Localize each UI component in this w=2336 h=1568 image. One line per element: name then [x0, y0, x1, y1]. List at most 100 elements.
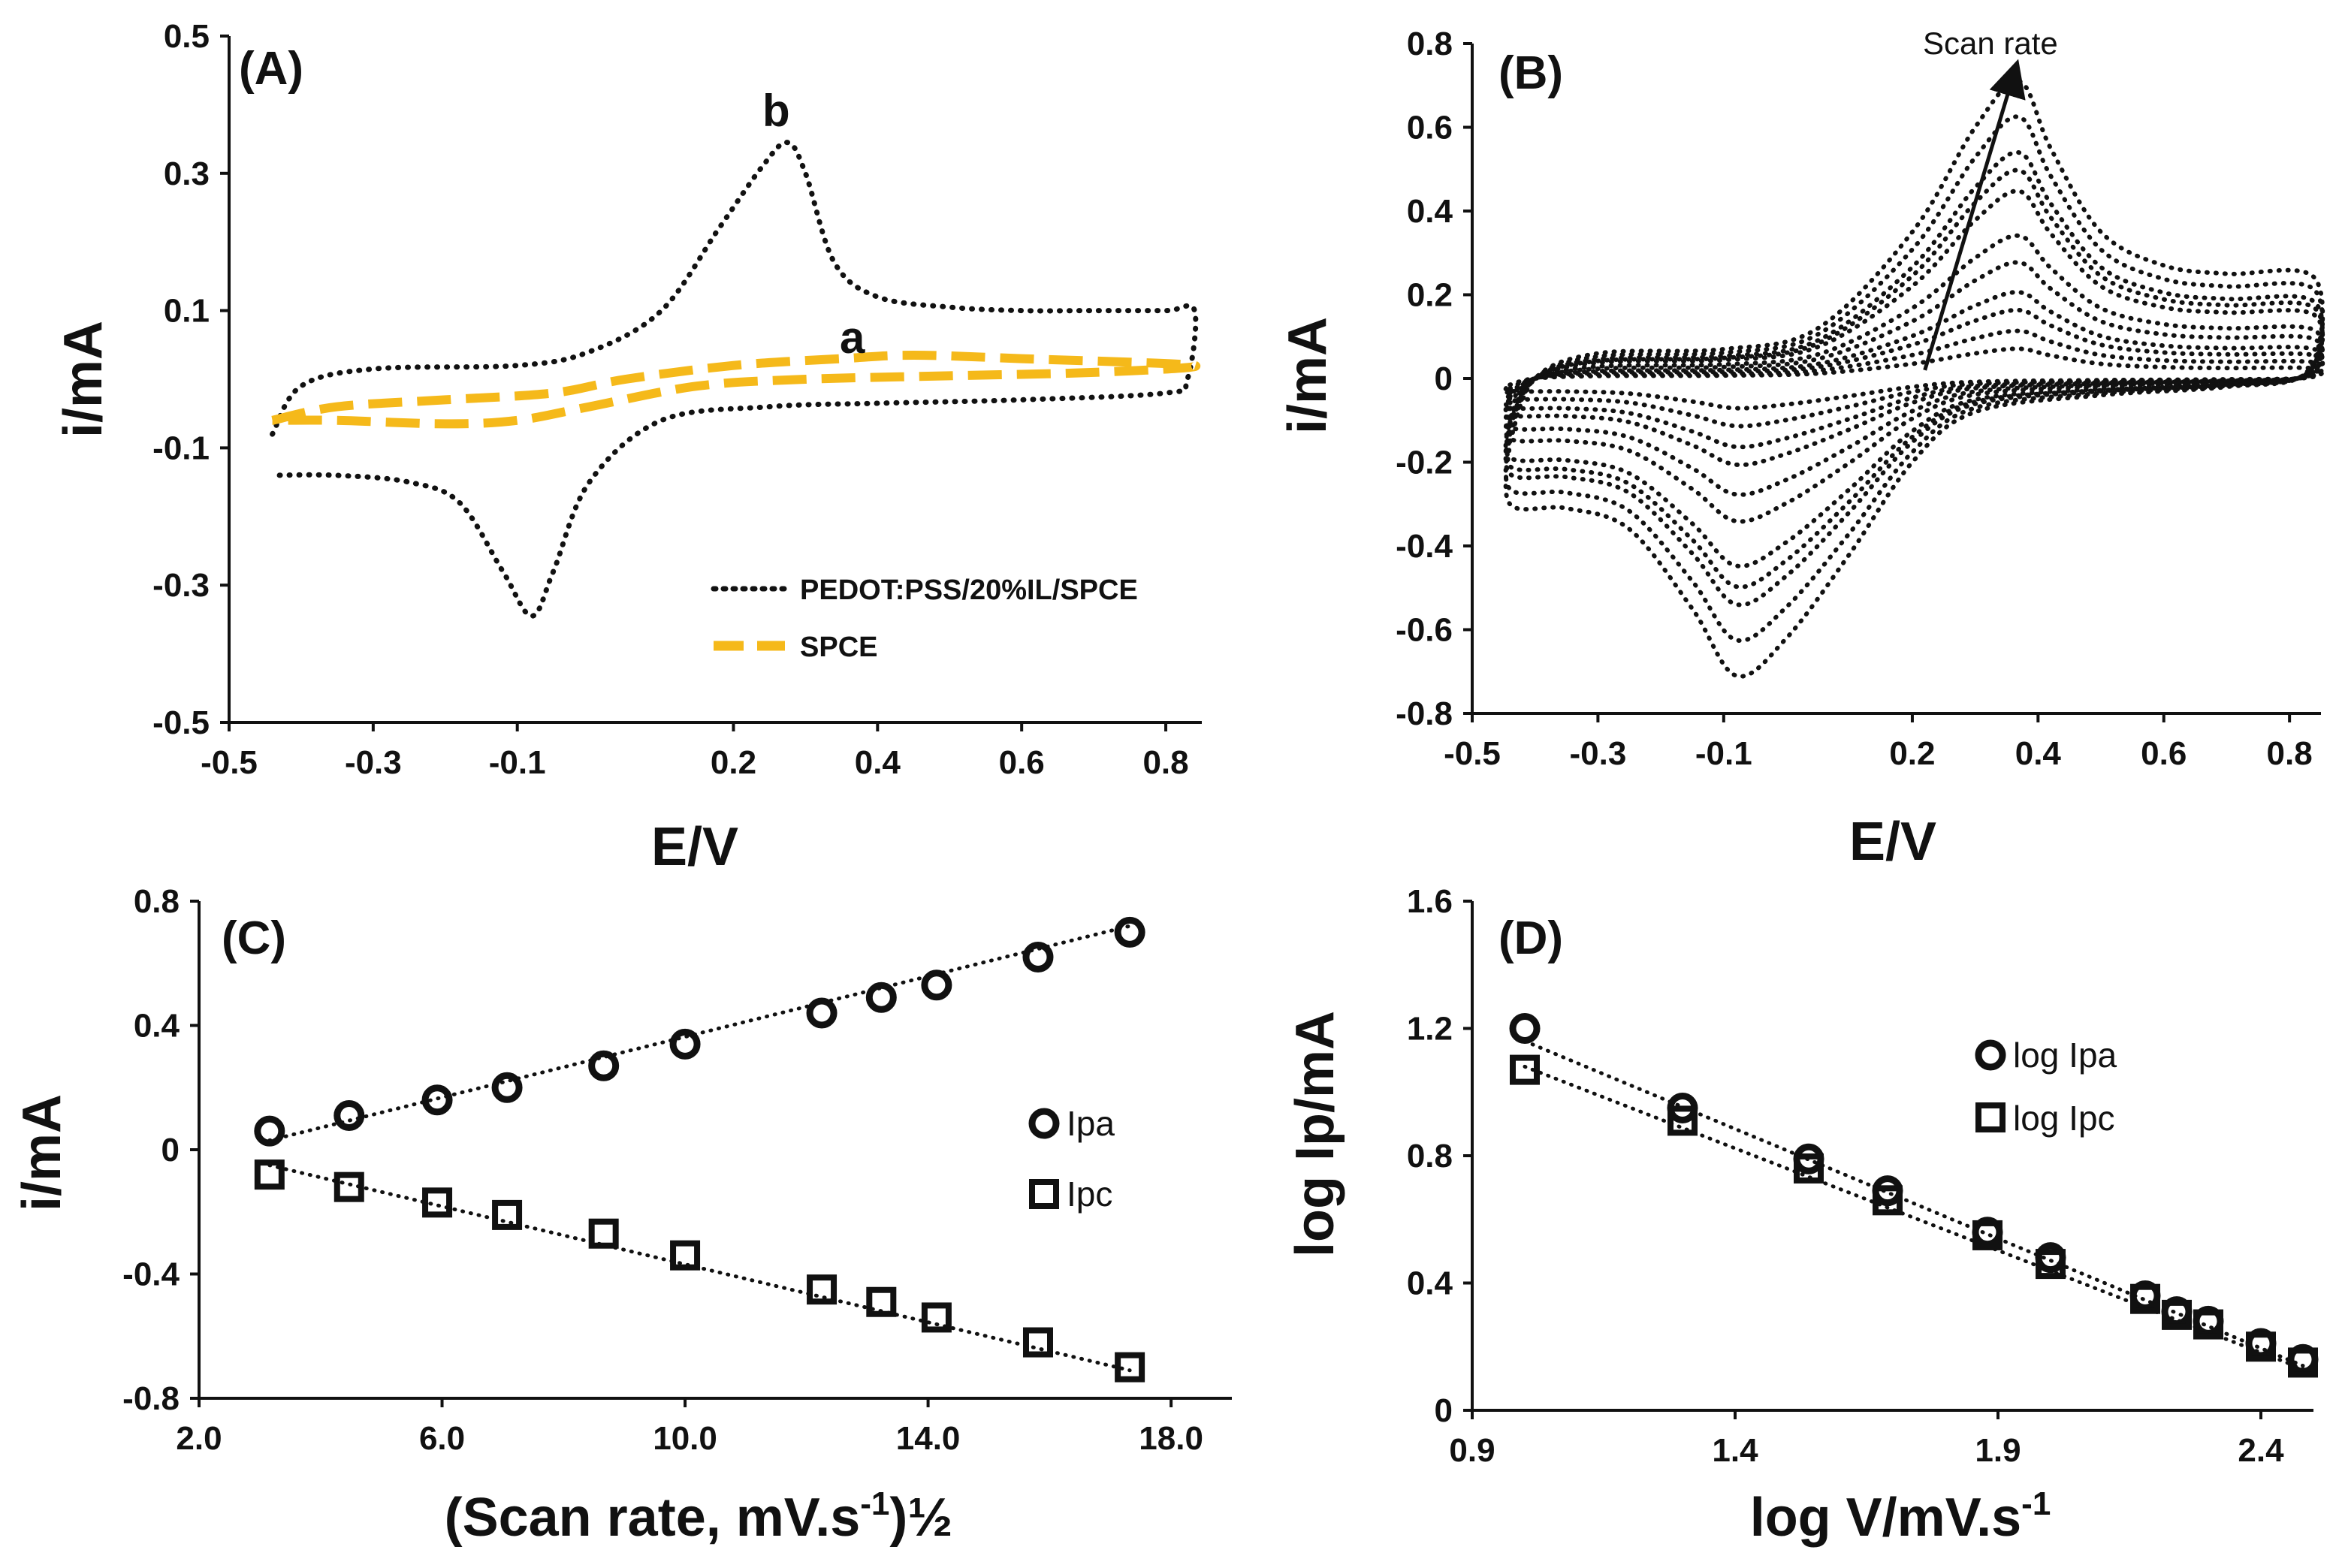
data-point-log-ipc [2193, 1309, 2223, 1340]
panel-d-x-label: log V/mV.s-1 [1750, 1485, 2051, 1548]
panel-c-label: (C) [222, 912, 286, 964]
panel-c-x-tick-label: 6.0 [419, 1420, 465, 1457]
data-point-ipc [492, 1199, 523, 1230]
data-point-ipa [491, 1072, 523, 1103]
panel-c-y-tick-label: -0.8 [122, 1380, 180, 1417]
data-point-log-ipc [1667, 1105, 1698, 1136]
scan-rate-arrow [1923, 59, 2026, 371]
panel-a-x-tick-label: -0.3 [345, 744, 402, 781]
data-point-ipa [865, 982, 897, 1013]
cv-curve-scan-6 [1503, 233, 2325, 524]
cv-curve-spce [271, 350, 1201, 429]
panel-b-x-tick-label: 0.6 [2141, 735, 2187, 772]
data-point-ipa [254, 1115, 285, 1147]
data-point-ipc [921, 1302, 952, 1333]
panel-b-y-tick-label: -0.4 [1396, 528, 1453, 565]
panel-b-x-tick-label: 0.2 [1889, 735, 1935, 772]
panel-c-y-tick-label: 0.8 [134, 883, 180, 920]
panel-b-y-tick-label: -0.2 [1396, 445, 1453, 481]
data-point-log-ipc [2246, 1331, 2276, 1362]
panel-c-x-tick-label: 2.0 [176, 1420, 222, 1457]
fit-line-log-ipa [1523, 1039, 2305, 1368]
panel-b-y-tick-label: 0.8 [1407, 26, 1453, 62]
data-point-ipc [670, 1240, 701, 1271]
panel-a-x-tick-label: 0.8 [1142, 744, 1188, 781]
panel-b-y-tick-label: 0.2 [1407, 277, 1453, 314]
panel-a-y-tick-label: 0.3 [164, 155, 210, 192]
data-point-ipc [1115, 1352, 1145, 1383]
data-point-ipc [254, 1159, 285, 1190]
data-point-ipa [921, 969, 952, 1001]
panel-b-x-tick-label: -0.5 [1444, 735, 1501, 772]
panel-c-x-label: (Scan rate, mV.s-1)½ [445, 1485, 953, 1548]
panel-d-label: (D) [1498, 912, 1563, 964]
data-point-log-ipc [1794, 1153, 1824, 1184]
panel-a-label: (A) [239, 43, 303, 95]
panel-a-y-tick-label: -0.1 [152, 430, 210, 466]
panel-c-y-label: i/mA [12, 1094, 72, 1211]
cv-curve-pedot-pss-20-il-spce [270, 140, 1199, 619]
data-point-log-ipa [1509, 1013, 1541, 1044]
cv-curve-scan-4 [1503, 290, 2325, 468]
legend-entry-pedot: PEDOT:PSS/20%IL/SPCE [800, 574, 1138, 606]
panel-d-x-label-main: log V/mV.s [1750, 1488, 2021, 1548]
panel-b-label: (B) [1498, 47, 1563, 99]
panel-a-x-tick-label: -0.5 [201, 744, 258, 781]
panel-b-x-label: E/V [1849, 812, 1936, 872]
cv-curve-scan-3 [1503, 307, 2325, 450]
panel-b-y-tick-label: 0.6 [1407, 110, 1453, 146]
data-point-ipc [422, 1187, 453, 1218]
panel-b-y-tick-label: -0.8 [1396, 695, 1453, 732]
panel-a-y-tick-label: 0.1 [164, 293, 210, 330]
panel-b-x-tick-label: -0.3 [1569, 735, 1626, 772]
panel-c-x-label-main: (Scan rate, mV.s [445, 1488, 861, 1548]
panel-b-x-tick-label: 0.4 [2015, 735, 2062, 772]
panel-c-y-tick-label: 0 [161, 1132, 180, 1168]
data-point-ipa [1114, 916, 1145, 948]
panel-a-y-tick-label: 0.5 [164, 18, 210, 55]
panel-d-y-tick-label: 0 [1435, 1392, 1453, 1429]
panel-d-legend: log Ipa log Ipc [1975, 1036, 2117, 1138]
panel-b-y-tick-label: 0 [1435, 360, 1453, 397]
curve-label-a: a [840, 312, 865, 363]
panel-c-x-tick-label: 18.0 [1139, 1420, 1203, 1457]
data-point-ipa [421, 1084, 453, 1116]
panel-d-y-tick-label: 0.8 [1407, 1138, 1453, 1174]
panel-d: 0 0.4 0.8 1.2 1.6 0.9 1.4 1.9 2.4 (D) log Ipa l… [1285, 883, 2319, 1548]
panel-a-x-tick-label: 0.6 [999, 744, 1045, 781]
data-point-log-ipc [1972, 1220, 2003, 1250]
panel-c-y-tick-label: 0.4 [134, 1008, 180, 1045]
data-point-log-ipc [2036, 1249, 2066, 1280]
data-point-log-ipc [1873, 1185, 1903, 1216]
panel-b: -0.8 -0.6 -0.4 -0.2 0 0.2 0.4 0.6 0.8 -0.5 -0.3 -0… [1278, 26, 2325, 872]
panel-c: -0.8 -0.4 0 0.4 0.8 2.0 6.0 10.0 14.0 18.0 (C) I… [12, 883, 1232, 1548]
panel-b-x-tick-label: 0.8 [2267, 735, 2313, 772]
data-point-ipc [1022, 1327, 1053, 1358]
cv-curve-scan-10 [1503, 114, 2325, 644]
fit-line-ipa [267, 924, 1132, 1143]
data-point-ipc [866, 1286, 897, 1317]
data-point-ipa [669, 1028, 701, 1060]
data-point-ipa [588, 1050, 620, 1081]
panel-c-x-tick-label: 10.0 [653, 1420, 717, 1457]
legend-square-marker [1029, 1179, 1059, 1209]
data-point-ipc [333, 1171, 364, 1202]
data-point-ipa [333, 1099, 365, 1131]
panel-a-y-tick-label: -0.3 [152, 567, 210, 604]
panel-d-y-tick-label: 1.2 [1407, 1011, 1453, 1048]
cv-curve-scan-2 [1503, 328, 2325, 429]
panel-b-y-tick-label: -0.6 [1396, 612, 1453, 649]
legend-entry-ipa: Ipa [1067, 1104, 1115, 1143]
panel-a-x-tick-label: 0.2 [711, 744, 756, 781]
scan-rate-annotation: Scan rate [1923, 26, 2058, 61]
panel-c-y-tick-label: -0.4 [122, 1256, 180, 1293]
panel-d-x-tick-label: 1.9 [1975, 1432, 2021, 1469]
data-point-log-ipc [2288, 1347, 2318, 1378]
cv-curve-scan-11 [1503, 78, 2325, 679]
panel-a: -0.5 -0.3 -0.1 0.1 0.3 0.5 -0.5 -0.3 -0.1 0.2 0.4… [53, 18, 1202, 877]
legend-entry-log-ipc: log Ipc [2013, 1099, 2115, 1138]
panel-b-y-tick-label: 0.4 [1407, 193, 1453, 230]
legend-entry-log-ipa: log Ipa [2013, 1036, 2117, 1075]
panel-a-y-tick-label: -0.5 [152, 704, 210, 741]
